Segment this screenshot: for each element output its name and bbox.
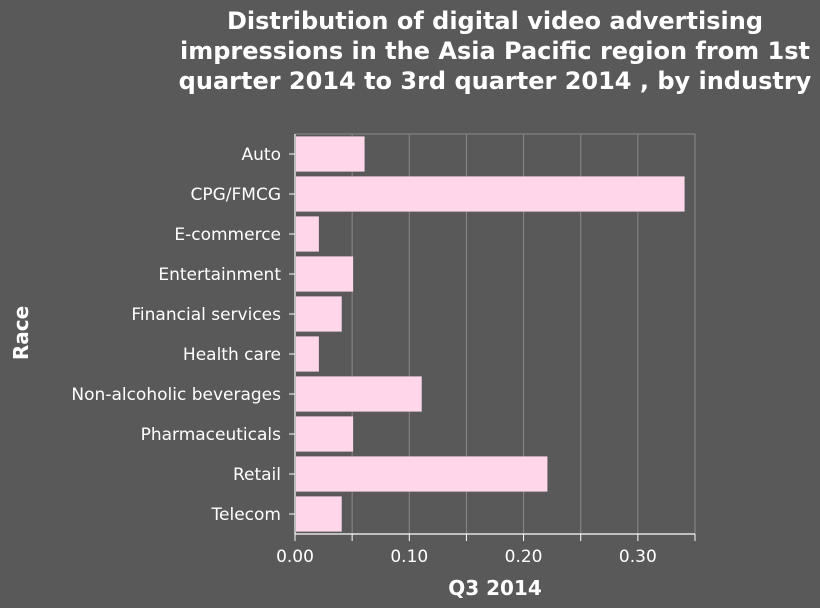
y-tick-label: Pharmaceuticals <box>141 425 282 445</box>
y-tick-label: CPG/FMCG <box>190 185 281 205</box>
x-tick-label: 0.10 <box>390 547 428 567</box>
y-tick-label: Health care <box>183 345 281 365</box>
x-tick-label: 0.30 <box>619 547 657 567</box>
bar <box>296 496 342 532</box>
chart-title: Distribution of digital video advertisin… <box>178 7 812 95</box>
bars <box>296 136 685 532</box>
axes: Auto CPG/FMCG E-commerce Entertainment Finan… <box>71 134 696 567</box>
y-tick-label: Financial services <box>131 305 281 325</box>
bar <box>296 216 319 252</box>
y-axis-title: Race <box>9 306 33 360</box>
bar <box>296 456 548 492</box>
y-tick-label: Retail <box>233 465 281 485</box>
x-tick-label: 0.20 <box>505 547 543 567</box>
x-axis-title: Q3 2014 <box>448 576 542 600</box>
bar <box>296 136 365 172</box>
bar <box>296 336 319 372</box>
x-tick-label: 0.00 <box>276 547 314 567</box>
bar <box>296 376 422 412</box>
bar <box>296 296 342 332</box>
y-tick-label: E-commerce <box>174 225 281 245</box>
y-tick-label: Non-alcoholic beverages <box>71 385 281 405</box>
y-tick-label: Auto <box>242 145 281 165</box>
bar <box>296 176 685 212</box>
bar <box>296 256 354 292</box>
y-tick-label: Entertainment <box>158 265 281 285</box>
y-tick-label: Telecom <box>211 505 281 525</box>
bar <box>296 416 354 452</box>
